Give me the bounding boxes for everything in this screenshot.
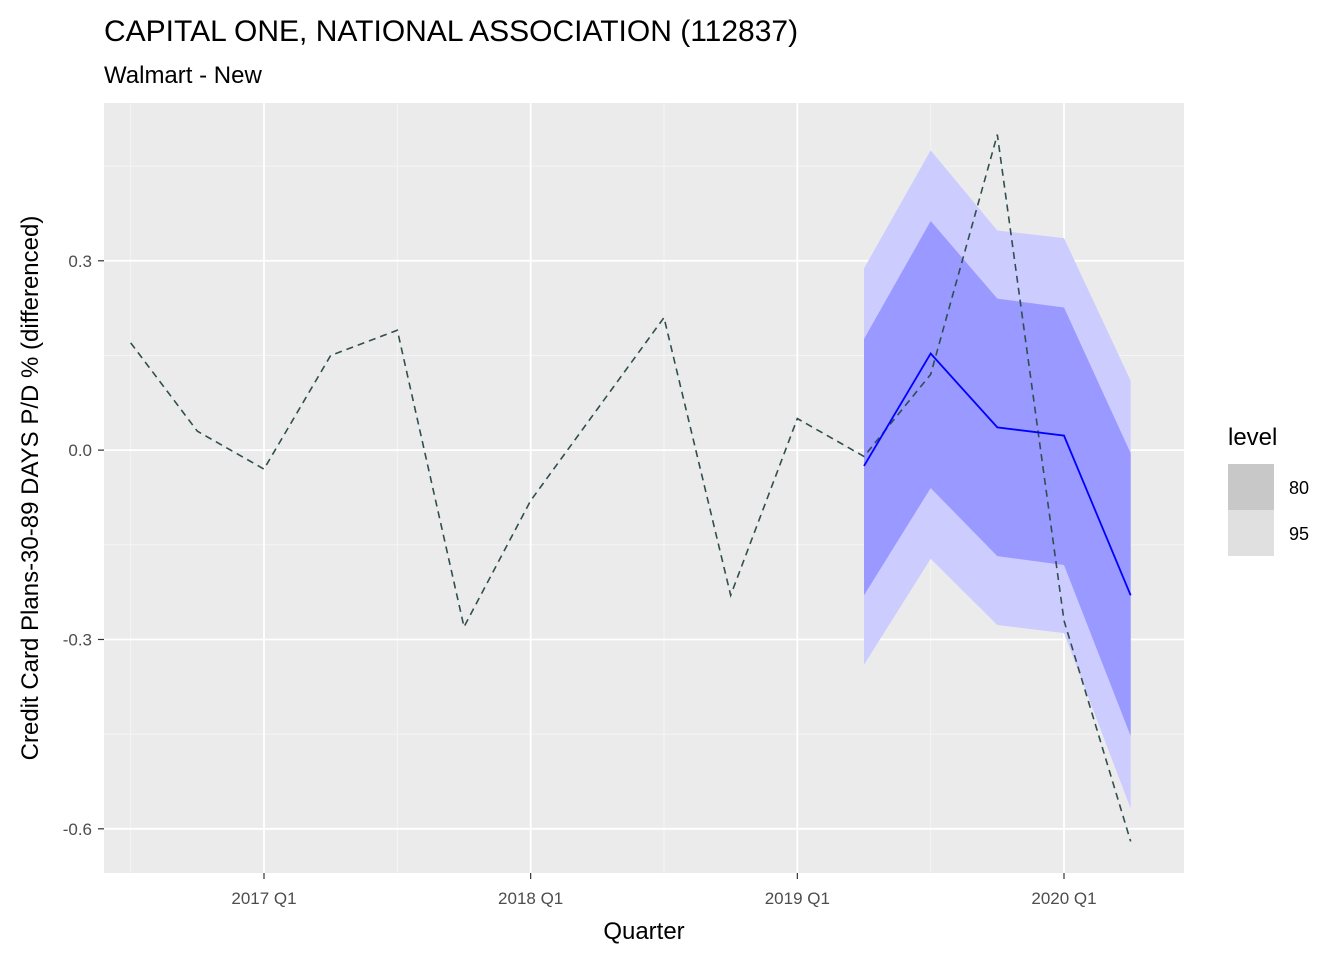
x-tick-label: 2017 Q1 (231, 889, 296, 908)
prediction-intervals (864, 150, 1131, 809)
legend: level 80 95 (1228, 424, 1309, 556)
chart-title: CAPITAL ONE, NATIONAL ASSOCIATION (11283… (104, 15, 798, 48)
x-tick-label: 2018 Q1 (498, 889, 563, 908)
chart-subtitle: Walmart - New (104, 62, 262, 89)
y-tick-label: 0.3 (68, 252, 92, 271)
y-tick-label: -0.6 (63, 820, 92, 839)
major-gridlines (104, 103, 1184, 873)
y-axis: -0.6 -0.3 0.0 0.3 (63, 252, 104, 839)
legend-label-80: 80 (1289, 478, 1309, 498)
forecast-line (863, 352, 1132, 596)
y-tick-label: -0.3 (63, 630, 92, 649)
series-lines (130, 134, 1132, 842)
legend-key-80 (1228, 464, 1274, 510)
y-tick-label: 0.0 (68, 441, 92, 460)
legend-label-95: 95 (1289, 524, 1309, 544)
x-tick-label: 2019 Q1 (765, 889, 830, 908)
legend-key-95 (1228, 510, 1274, 556)
y-axis-title: Credit Card Plans-30-89 DAYS P/D % (diff… (17, 216, 44, 761)
x-axis: 2017 Q1 2018 Q1 2019 Q1 2020 Q1 (231, 873, 1097, 908)
x-tick-label: 2020 Q1 (1031, 889, 1096, 908)
actual-line (130, 134, 1132, 842)
legend-title: level (1228, 424, 1277, 451)
interval-band-80 (864, 221, 1131, 737)
x-axis-title: Quarter (603, 918, 684, 945)
